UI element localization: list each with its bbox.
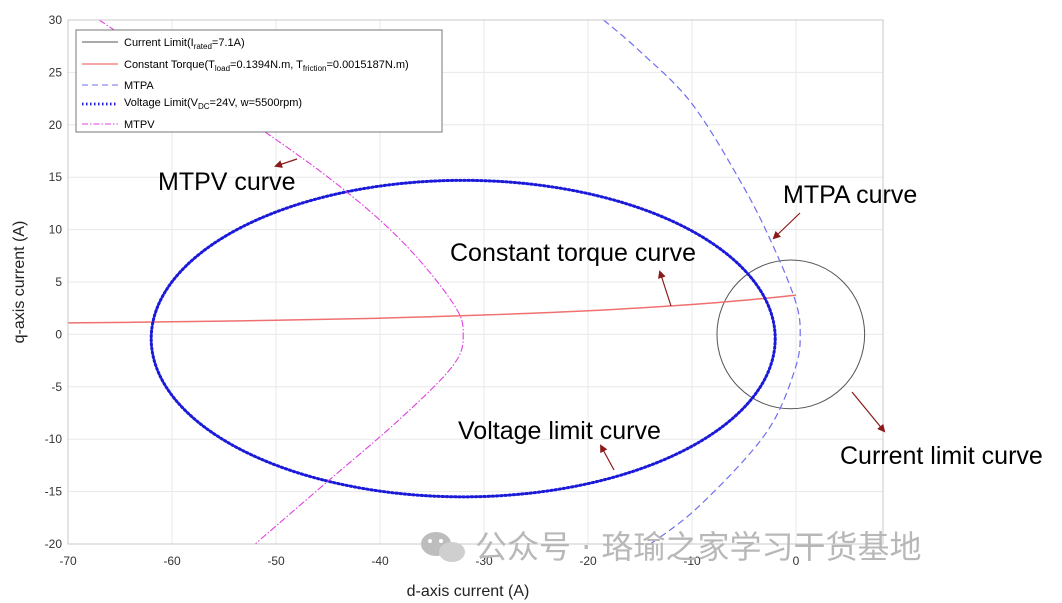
- x-tick-label: -50: [267, 554, 285, 568]
- y-tick-label: -15: [45, 485, 63, 499]
- svg-text:MTPA: MTPA: [124, 80, 154, 92]
- series-current-limit: [716, 259, 866, 410]
- legend-item-current-limit: Current Limit(Irated=7.1A): [82, 37, 245, 51]
- series-constant-torque: [68, 294, 797, 324]
- legend-item-constant-torque: Constant Torque(Tload=0.1394N.m, Tfricti…: [82, 59, 409, 73]
- series-mtpv: [98, 20, 464, 544]
- svg-text:Constant Torque(Tload=0.1394N.: Constant Torque(Tload=0.1394N.m, Tfricti…: [124, 59, 409, 73]
- arrow-voltage-limit: [600, 444, 615, 471]
- annotation-voltage-limit-curve: Voltage limit curve: [458, 417, 661, 445]
- series-voltage-limit: [149, 178, 777, 499]
- annotation-current-limit-curve: Current limit curve: [840, 442, 1043, 470]
- legend-item-voltage-limit: Voltage Limit(VDC=24V, w=5500rpm): [82, 97, 302, 111]
- x-tick-label: -60: [163, 554, 181, 568]
- y-tick-label: -10: [45, 432, 63, 446]
- arrow-constant-torque: [658, 270, 672, 307]
- tick-labels: -70 -60 -50 -40 -30 -20 -10 0 30 25 20 15 10 5 0 -5 -10 -…: [45, 13, 800, 568]
- y-tick-label: -20: [45, 537, 63, 551]
- y-tick-label: 15: [49, 170, 63, 184]
- y-tick-label: -5: [51, 380, 62, 394]
- watermark: 公众号 · 珞瑜之家学习干货基地: [421, 528, 922, 566]
- legend-item-mtpv: MTPV: [82, 119, 155, 131]
- x-tick-label: -20: [579, 554, 597, 568]
- y-tick-label: 20: [49, 118, 63, 132]
- wechat-logo-icon: [421, 532, 465, 562]
- plot-frame: [67, 19, 884, 545]
- legend-item-mtpa: MTPA: [82, 80, 154, 92]
- annotation-constant-torque-curve: Constant torque curve: [450, 239, 696, 267]
- annotation-arrows: [274, 158, 886, 471]
- arrow-mtpv: [274, 158, 298, 168]
- legend: Current Limit(Irated=7.1A) Constant Torq…: [75, 29, 443, 133]
- annotation-mtpa-curve: MTPA curve: [783, 181, 917, 209]
- y-tick-label: 10: [49, 223, 63, 237]
- y-axis-label: q-axis current (A): [11, 221, 28, 344]
- curves: [68, 20, 866, 544]
- y-tick-label: 25: [49, 65, 63, 79]
- svg-text:Current Limit(Irated=7.1A): Current Limit(Irated=7.1A): [124, 37, 245, 51]
- x-tick-label: -70: [59, 554, 77, 568]
- annotation-mtpv-curve: MTPV curve: [158, 168, 296, 196]
- svg-text:公众号 · 珞瑜之家学习干货基地: 公众号 · 珞瑜之家学习干货基地: [475, 528, 922, 566]
- y-tick-label: 0: [55, 327, 62, 341]
- svg-text:MTPV: MTPV: [124, 119, 155, 131]
- series-mtpa: [603, 20, 801, 544]
- x-tick-label: 0: [793, 554, 800, 568]
- y-tick-label: 5: [55, 275, 62, 289]
- arrow-mtpa: [772, 212, 801, 240]
- x-tick-label: -10: [683, 554, 701, 568]
- x-axis-label: d-axis current (A): [407, 583, 530, 600]
- x-tick-label: -40: [371, 554, 389, 568]
- arrow-current-limit: [851, 391, 886, 433]
- y-tick-label: 30: [49, 13, 63, 27]
- x-tick-label: -30: [475, 554, 493, 568]
- svg-text:Voltage Limit(VDC=24V, w=5500r: Voltage Limit(VDC=24V, w=5500rpm): [124, 97, 302, 111]
